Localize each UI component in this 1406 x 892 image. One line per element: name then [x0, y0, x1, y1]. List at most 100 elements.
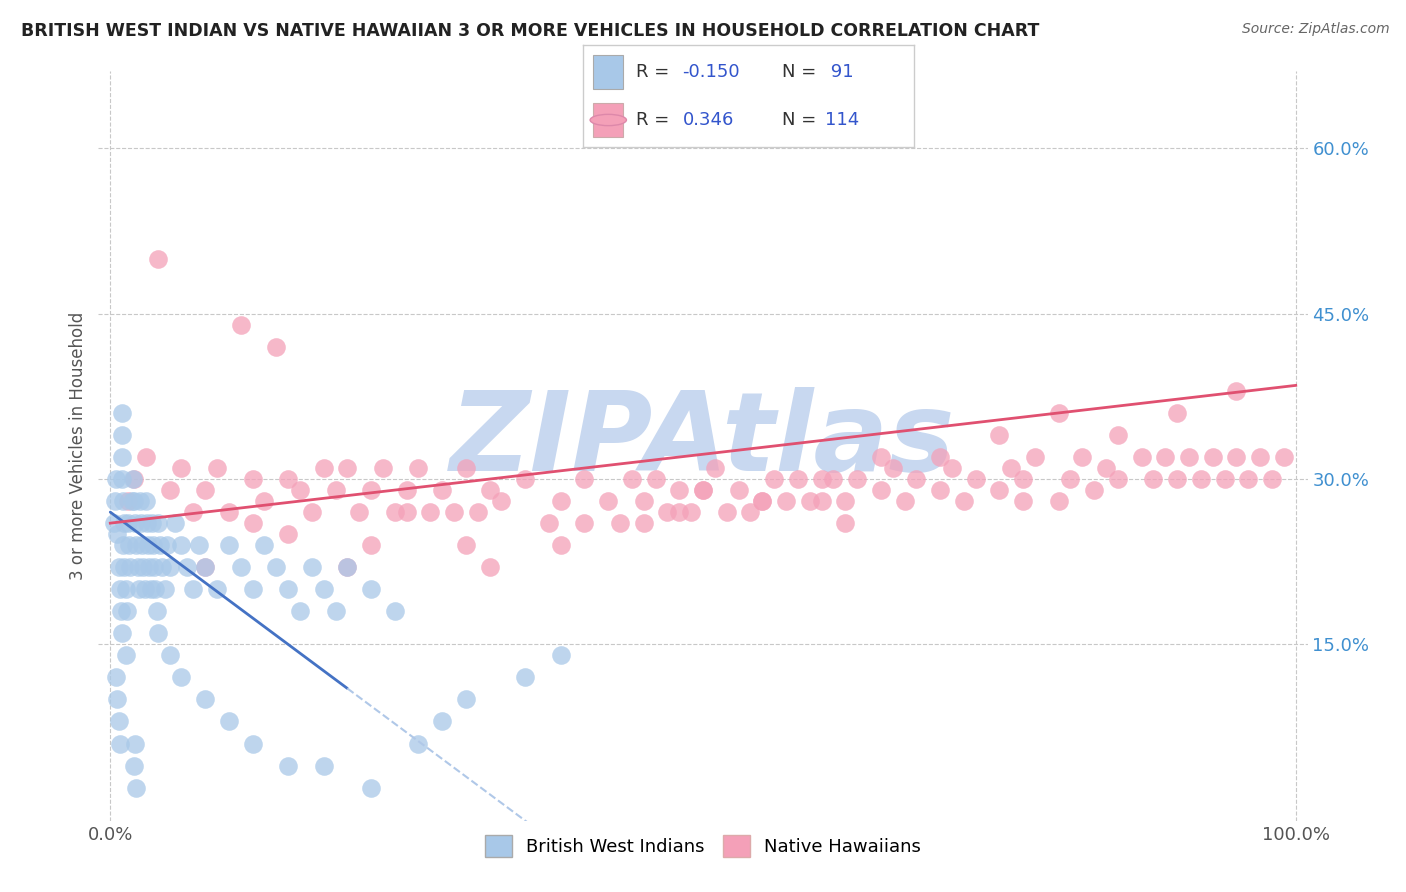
Point	[242, 472, 264, 486]
Point	[146, 252, 169, 266]
Point	[277, 527, 299, 541]
Point	[141, 516, 163, 530]
Point	[620, 472, 643, 486]
Point	[384, 505, 406, 519]
Point	[146, 516, 169, 530]
Point	[105, 527, 128, 541]
Point	[125, 780, 148, 795]
Text: N =: N =	[782, 62, 821, 81]
Point	[153, 582, 176, 597]
Point	[1237, 472, 1260, 486]
Point	[478, 560, 501, 574]
Point	[1154, 450, 1177, 464]
Point	[633, 516, 655, 530]
Point	[740, 505, 762, 519]
Point	[1142, 472, 1164, 486]
Point	[491, 494, 513, 508]
Point	[111, 626, 134, 640]
Point	[432, 483, 454, 497]
Point	[103, 516, 125, 530]
Point	[122, 494, 145, 508]
Point	[110, 604, 132, 618]
Point	[242, 737, 264, 751]
Point	[181, 582, 204, 597]
Point	[834, 494, 856, 508]
Point	[121, 472, 143, 486]
Point	[131, 538, 153, 552]
Point	[657, 505, 679, 519]
Circle shape	[591, 114, 627, 126]
Point	[1024, 450, 1046, 464]
Point	[277, 582, 299, 597]
Point	[145, 604, 167, 618]
Point	[218, 538, 240, 552]
Point	[574, 516, 596, 530]
Point	[1166, 472, 1188, 486]
Point	[1000, 461, 1022, 475]
Point	[537, 516, 560, 530]
Point	[1071, 450, 1094, 464]
Point	[188, 538, 211, 552]
Point	[117, 516, 139, 530]
Point	[1012, 472, 1035, 486]
Text: -0.150: -0.150	[683, 62, 740, 81]
Point	[929, 450, 952, 464]
Point	[550, 538, 572, 552]
Point	[312, 758, 335, 772]
Point	[170, 670, 193, 684]
Text: BRITISH WEST INDIAN VS NATIVE HAWAIIAN 3 OR MORE VEHICLES IN HOUSEHOLD CORRELATI: BRITISH WEST INDIAN VS NATIVE HAWAIIAN 3…	[21, 22, 1039, 40]
Point	[882, 461, 904, 475]
Point	[117, 494, 139, 508]
Point	[633, 494, 655, 508]
Text: 91: 91	[825, 62, 853, 81]
Point	[443, 505, 465, 519]
Point	[692, 483, 714, 497]
Point	[134, 582, 156, 597]
Point	[360, 538, 382, 552]
Point	[515, 472, 537, 486]
Point	[242, 582, 264, 597]
Point	[716, 505, 738, 519]
Bar	[593, 55, 623, 88]
Point	[105, 670, 128, 684]
Point	[515, 670, 537, 684]
Point	[336, 461, 359, 475]
Point	[105, 692, 128, 706]
Point	[395, 505, 418, 519]
Point	[118, 538, 141, 552]
Point	[1213, 472, 1236, 486]
Point	[170, 538, 193, 552]
Text: N =: N =	[782, 111, 821, 129]
Point	[846, 472, 869, 486]
Text: ZIPAtlas: ZIPAtlas	[450, 387, 956, 494]
Point	[107, 560, 129, 574]
Point	[288, 604, 311, 618]
Point	[1225, 384, 1247, 398]
Text: 114: 114	[825, 111, 859, 129]
Point	[165, 516, 187, 530]
Point	[751, 494, 773, 508]
Point	[120, 560, 142, 574]
Point	[1249, 450, 1271, 464]
Point	[834, 516, 856, 530]
Point	[194, 692, 217, 706]
Point	[893, 494, 915, 508]
Point	[1083, 483, 1105, 497]
Point	[277, 472, 299, 486]
Point	[823, 472, 845, 486]
Point	[751, 494, 773, 508]
Y-axis label: 3 or more Vehicles in Household: 3 or more Vehicles in Household	[69, 312, 87, 580]
Point	[454, 538, 477, 552]
Point	[408, 461, 430, 475]
Point	[692, 483, 714, 497]
Point	[312, 582, 335, 597]
Point	[114, 560, 136, 574]
Point	[347, 505, 370, 519]
Point	[1166, 406, 1188, 420]
Point	[810, 472, 832, 486]
Point	[905, 472, 928, 486]
Point	[681, 505, 703, 519]
Point	[988, 483, 1011, 497]
Point	[360, 780, 382, 795]
Point	[408, 737, 430, 751]
